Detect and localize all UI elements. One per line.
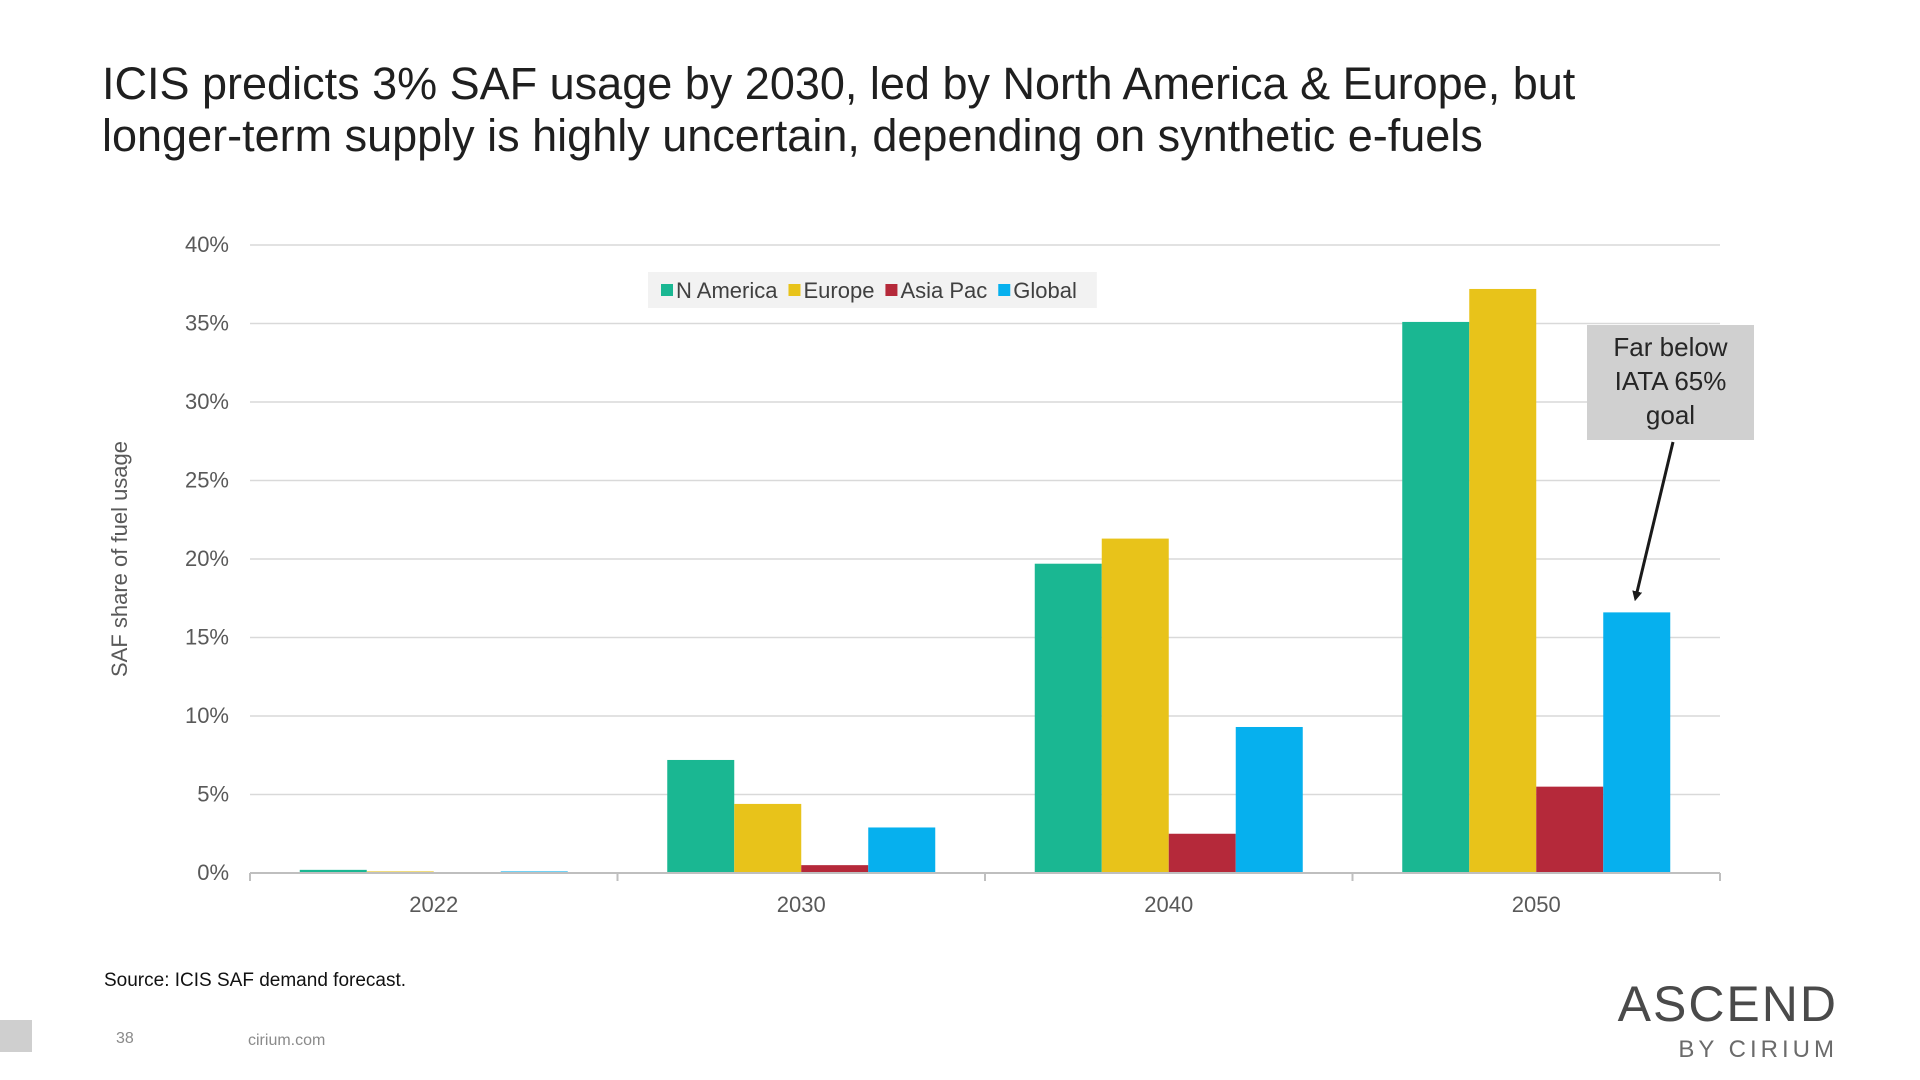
y-tick-label: 25% xyxy=(185,468,229,493)
logo-subtitle: BY CIRIUM xyxy=(1678,1036,1838,1063)
legend-label: N America xyxy=(676,278,778,303)
legend-label: Europe xyxy=(803,278,874,303)
y-tick-label: 10% xyxy=(185,703,229,728)
x-tick-label: 2030 xyxy=(777,892,826,917)
bar-global-2040 xyxy=(1235,726,1303,873)
slide-title-line-2: longer-term supply is highly uncertain, … xyxy=(102,110,1483,161)
bar-global-2030 xyxy=(868,827,936,873)
legend-swatch xyxy=(998,284,1011,296)
bar-global-2050 xyxy=(1603,612,1671,873)
site-link[interactable]: cirium.com xyxy=(248,1032,326,1049)
bar-asia-pac-2030 xyxy=(801,865,869,873)
annotation-arrow xyxy=(1632,441,1675,602)
bar-n-america-2022 xyxy=(299,869,367,873)
x-tick-label: 2040 xyxy=(1144,892,1193,917)
bar-europe-2030 xyxy=(734,803,802,873)
x-tick-label: 2022 xyxy=(409,892,458,917)
annotation-text-line: goal xyxy=(1646,400,1695,430)
y-tick-label: 5% xyxy=(197,782,229,807)
page-number: 38 xyxy=(116,1030,134,1047)
bar-n-america-2040 xyxy=(1034,563,1102,873)
bar-europe-2040 xyxy=(1101,538,1169,873)
source-note: Source: ICIS SAF demand forecast. xyxy=(104,970,407,991)
corner-tab-decoration xyxy=(0,1020,32,1052)
y-axis-title: SAF share of fuel usage xyxy=(107,441,132,677)
slide-title-line-1: ICIS predicts 3% SAF usage by 2030, led … xyxy=(102,58,1576,109)
bar-asia-pac-2050 xyxy=(1536,786,1604,873)
annotation-text-line: Far below xyxy=(1613,332,1727,362)
annotation-text-line: IATA 65% xyxy=(1615,366,1727,396)
legend-label: Asia Pac xyxy=(900,278,987,303)
annotation-box xyxy=(1587,325,1754,440)
y-tick-label: 40% xyxy=(185,232,229,257)
legend-box xyxy=(648,272,1097,308)
bar-n-america-2050 xyxy=(1402,321,1470,873)
bar-europe-2050 xyxy=(1469,288,1537,874)
y-tick-label: 15% xyxy=(185,625,229,650)
legend-swatch xyxy=(788,284,801,296)
legend-swatch xyxy=(885,284,898,296)
bar-n-america-2030 xyxy=(667,759,735,873)
bar-asia-pac-2040 xyxy=(1168,833,1236,873)
slide-title: ICIS predicts 3% SAF usage by 2030, led … xyxy=(102,58,1742,162)
logo-wordmark: ASCEND xyxy=(1617,976,1838,1032)
legend-label: Global xyxy=(1013,278,1077,303)
legend-swatch xyxy=(661,284,673,296)
y-tick-label: 30% xyxy=(185,389,229,414)
y-tick-label: 35% xyxy=(185,311,229,336)
x-tick-label: 2050 xyxy=(1512,892,1561,917)
y-tick-label: 0% xyxy=(197,860,229,885)
y-tick-label: 20% xyxy=(185,546,229,571)
ascend-logo: ASCEND BY CIRIUM xyxy=(1598,978,1838,1064)
